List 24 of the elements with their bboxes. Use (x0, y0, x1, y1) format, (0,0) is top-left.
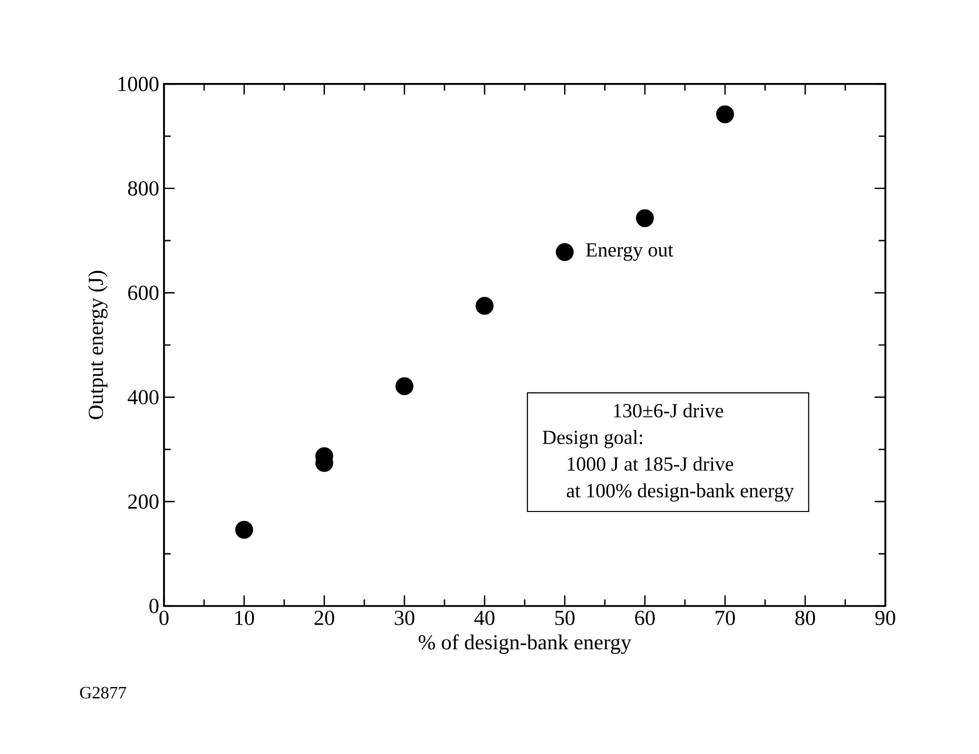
x-tick-label: 90 (875, 610, 896, 626)
x-tick-label: 30 (394, 610, 414, 626)
x-axis-title: % of design-bank energy (418, 634, 632, 654)
annotation: 130±6-J drive (614, 403, 724, 418)
y-tick-label: 800 (128, 181, 158, 196)
x-tick-label: 50 (555, 610, 575, 626)
x-tick-label: 0 (159, 610, 169, 626)
text: G2877 (80, 686, 126, 699)
y-axis-title: Output energy (J) (88, 270, 108, 420)
x-tick-label: 10 (235, 610, 254, 626)
annotation: Design goal: (542, 430, 642, 448)
y-tick-label: 1000 (118, 76, 158, 92)
y-tick-label: 400 (128, 390, 158, 404)
x-tick-label: 40 (474, 610, 494, 626)
x-tick-label: 70 (716, 610, 735, 626)
annotation: Energy out (586, 243, 674, 261)
y-tick-label: 600 (128, 286, 158, 300)
y-tick-label: 200 (128, 494, 158, 509)
annotation: at 100% design-bank energy (566, 483, 794, 502)
x-tick-label: 20 (314, 610, 334, 626)
annotation: 1000 J at 185-J drive (568, 456, 734, 471)
x-tick-label: 80 (795, 610, 816, 626)
y-tick-label: 0 (149, 598, 158, 614)
x-tick-label: 60 (635, 610, 655, 626)
